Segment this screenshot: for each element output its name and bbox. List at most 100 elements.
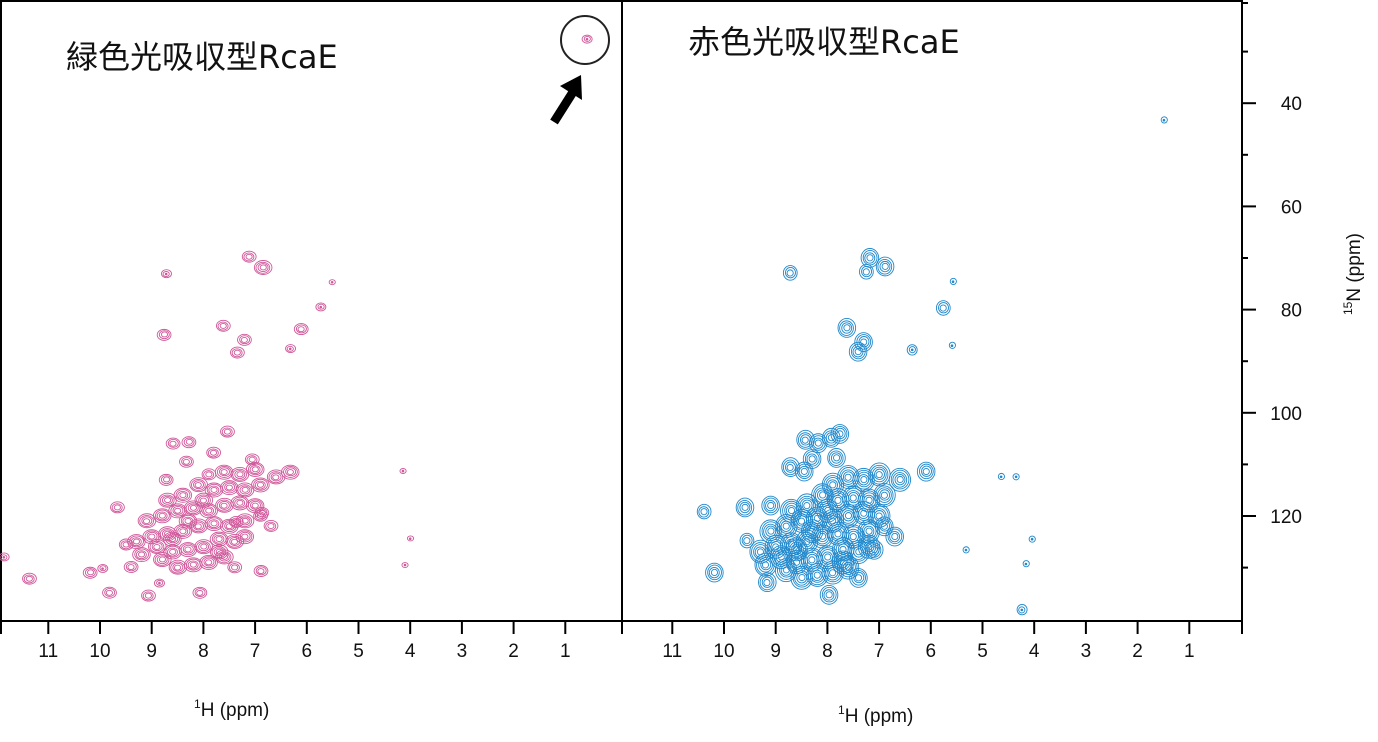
contour-level: [939, 304, 947, 312]
peak-contour: [253, 509, 268, 522]
peak-contour: [192, 586, 208, 599]
contour-level: [129, 535, 144, 548]
x-tick-label: 2: [1132, 641, 1143, 662]
contour-level: [134, 548, 150, 561]
contour-level: [251, 466, 259, 473]
contour-level: [263, 519, 279, 532]
contour-level: [892, 472, 908, 488]
contour-level: [87, 569, 95, 576]
contour-level: [82, 566, 98, 579]
contour-level: [835, 541, 851, 558]
contour-level: [239, 485, 251, 495]
contour-level: [229, 537, 241, 546]
contour-level: [866, 254, 874, 262]
contour-core: [330, 280, 334, 284]
contour-level: [860, 476, 868, 484]
contour-level: [163, 476, 171, 483]
contour-core: [1020, 608, 1024, 612]
peak-contour: [158, 473, 174, 486]
contour-level: [938, 302, 949, 314]
contour-level: [804, 451, 820, 467]
contour-level: [800, 467, 808, 475]
contour-level: [836, 430, 844, 438]
contour-level: [778, 518, 794, 534]
peak-contour: [189, 477, 208, 493]
contour-level: [219, 322, 227, 329]
contour-level: [906, 344, 918, 356]
contour-level: [268, 471, 284, 484]
contour-level: [798, 573, 806, 582]
contour-level: [829, 569, 837, 577]
contour-core: [910, 348, 914, 352]
contour-level: [210, 520, 218, 527]
contour-level: [178, 513, 198, 529]
peak-contour: [235, 513, 255, 529]
contour-core: [1162, 118, 1166, 122]
peak-contour: [854, 332, 873, 352]
contour-level: [179, 455, 194, 468]
x-tick-label: 4: [1029, 641, 1040, 662]
contour-level: [281, 464, 300, 480]
contour-level: [254, 480, 266, 490]
contour-level: [142, 518, 151, 525]
contour-level: [253, 565, 269, 577]
contour-level: [189, 504, 198, 511]
x-tick-label: 3: [1081, 641, 1092, 662]
contour-level: [854, 332, 873, 352]
contour-level: [758, 572, 777, 593]
contour-level: [158, 330, 170, 340]
contour-level: [918, 463, 934, 480]
contour-level: [804, 523, 820, 540]
contour-level: [839, 467, 858, 487]
contour-level: [842, 471, 854, 483]
contour-level: [776, 516, 796, 537]
contour-level: [220, 502, 228, 509]
contour-level: [824, 506, 832, 514]
peak-contour: [165, 437, 181, 450]
contour-level: [819, 584, 839, 605]
contour-level: [739, 501, 751, 514]
x-axis-title-left: 1H (ppm): [194, 697, 269, 721]
contour-level: [235, 513, 255, 529]
contour-level: [167, 547, 178, 557]
contour-level: [206, 483, 222, 496]
contour-level: [167, 534, 179, 544]
contour-level: [767, 527, 775, 535]
contour-level: [879, 489, 891, 501]
contour-level: [710, 568, 719, 577]
contour-level: [861, 523, 877, 539]
contour-level: [875, 516, 894, 537]
contour-level: [156, 555, 168, 565]
contour-level: [857, 534, 881, 559]
contour-level: [144, 592, 152, 599]
peak-contour: [22, 572, 37, 585]
contour-level: [179, 528, 187, 535]
peak-contour: [132, 547, 151, 563]
contour-level: [144, 530, 160, 543]
contour-level: [399, 468, 407, 474]
contour-level: [581, 34, 593, 44]
peak-contour: [888, 467, 912, 492]
contour-level: [205, 507, 213, 514]
peak-contour: [406, 535, 415, 542]
contour-level: [758, 557, 773, 573]
contour-level: [406, 535, 415, 542]
contour-level: [182, 544, 194, 554]
x-tick-label: 11: [662, 641, 682, 662]
peak-contour: [696, 503, 712, 520]
contour-level: [215, 536, 223, 542]
contour-level: [791, 543, 803, 555]
contour-level: [832, 426, 848, 442]
peak-contour: [127, 534, 146, 550]
contour-level: [315, 302, 327, 312]
contour-level: [820, 503, 835, 519]
panel-title-red: 赤色光吸収型RcaE: [688, 23, 960, 61]
contour-level: [844, 473, 852, 481]
contour-level: [225, 523, 233, 530]
contour-level: [751, 542, 770, 562]
contour-level: [174, 507, 182, 514]
contour-level: [104, 588, 116, 597]
y-tick-label: 60: [1281, 197, 1302, 218]
contour-level: [794, 570, 809, 586]
y-tick-label: 120: [1270, 507, 1302, 528]
